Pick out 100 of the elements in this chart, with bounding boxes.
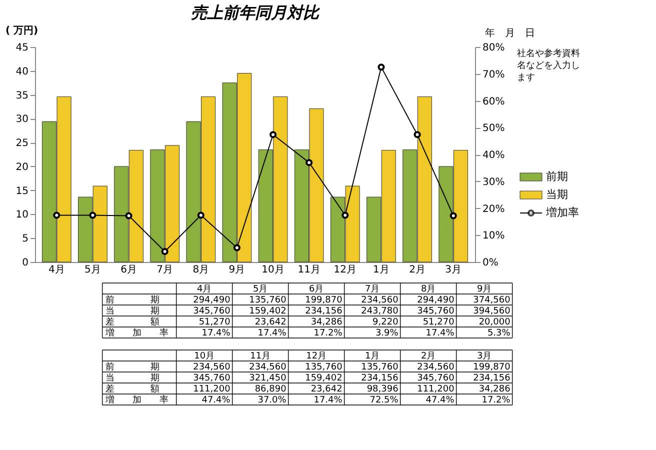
category-label: 7月 xyxy=(364,284,380,294)
category-label: 6月 xyxy=(308,284,324,294)
text: 345,760 xyxy=(193,306,231,316)
x-tick-label: 4月 xyxy=(48,264,65,276)
text: 72.5% xyxy=(370,396,399,406)
legend-label: 当期 xyxy=(546,188,568,201)
x-tick-label: 5月 xyxy=(84,264,101,276)
text: 234,560 xyxy=(361,296,399,306)
text: 差 額 xyxy=(105,384,160,394)
text: 345,760 xyxy=(417,306,455,316)
y2-tick-label: 50% xyxy=(482,123,505,134)
text: 345,760 xyxy=(193,374,231,384)
y2-tick-label: 70% xyxy=(482,69,505,80)
x-tick-label: 2月 xyxy=(409,264,426,276)
text: 47.4% xyxy=(202,396,231,406)
text: 増 加 率 xyxy=(105,396,168,406)
category-label: 2月 xyxy=(420,352,436,362)
text: 増 加 率 xyxy=(104,328,168,338)
text: 234,560 xyxy=(417,362,455,372)
y-tick-label: 20 xyxy=(16,162,28,173)
text: 294,490 xyxy=(417,296,455,306)
y2-tick-label: 40% xyxy=(482,150,505,161)
text: 234,156 xyxy=(473,374,511,384)
y-tick-label: 40 xyxy=(16,66,28,78)
text: 34,286 xyxy=(478,384,511,394)
x-tick-label: 10月 xyxy=(262,264,284,276)
y2-tick-label: 80% xyxy=(482,42,505,54)
x-tick-label: 9月 xyxy=(228,264,246,276)
category-label: 11月 xyxy=(250,352,271,362)
text: 社名や参考資料名などを入力します xyxy=(517,48,580,83)
text: 159,402 xyxy=(249,306,286,316)
text: 年 月 日 xyxy=(485,27,535,39)
category-label: 8月 xyxy=(420,284,436,294)
chart-title: 売上前年同月対比 xyxy=(190,3,321,22)
category-label: 1月 xyxy=(364,352,380,362)
category-label: 4月 xyxy=(196,284,212,294)
text: 294,490 xyxy=(193,296,231,306)
x-tick-label: 1月 xyxy=(373,264,390,276)
category-label: 5月 xyxy=(252,284,268,294)
text: 47.4% xyxy=(426,396,455,406)
y-tick-label: 15 xyxy=(16,186,28,197)
text: 51,270 xyxy=(198,318,231,328)
text: 17.2% xyxy=(314,328,343,338)
text: 17.4% xyxy=(426,328,455,338)
text: 差 額 xyxy=(105,316,160,328)
text: 159,402 xyxy=(305,374,342,384)
category-label: 12月 xyxy=(306,352,327,362)
text: 5.3% xyxy=(487,328,511,338)
text: 51,270 xyxy=(422,318,455,328)
x-tick-label: 12月 xyxy=(334,264,357,276)
category-label: 10月 xyxy=(194,352,215,362)
text: 17.2% xyxy=(482,396,511,406)
text: 前 期 xyxy=(105,362,160,372)
category-label: 9月 xyxy=(476,284,492,294)
text: 当 期 xyxy=(105,306,160,316)
text: 9,220 xyxy=(372,318,399,328)
text: 34,286 xyxy=(310,318,343,328)
text: 234,560 xyxy=(249,362,287,372)
text: 37.0% xyxy=(258,396,287,406)
x-tick-label: 7月 xyxy=(156,264,174,276)
y2-tick-label: 0% xyxy=(482,258,498,268)
category-label: 3月 xyxy=(476,352,492,362)
x-tick-label: 8月 xyxy=(192,264,210,276)
text: 345,760 xyxy=(417,374,455,384)
y-tick-label: 30 xyxy=(16,114,28,126)
y2-tick-label: 20% xyxy=(482,204,505,215)
y2-tick-label: 60% xyxy=(482,96,505,108)
x-tick-label: 3月 xyxy=(445,264,462,276)
text: 当 期 xyxy=(105,374,160,384)
text: 321,450 xyxy=(249,374,287,384)
y-tick-label: 25 xyxy=(16,138,28,150)
text: 394,560 xyxy=(473,306,511,316)
y-tick-label: 10 xyxy=(16,210,28,221)
y-tick-label: 0 xyxy=(22,258,28,268)
text: 234,560 xyxy=(193,362,231,372)
text: 17.4% xyxy=(314,396,343,406)
text: 111,200 xyxy=(417,384,455,394)
y-tick-label: 5 xyxy=(22,234,28,245)
text: 98,396 xyxy=(366,384,399,394)
text: 135,760 xyxy=(361,362,399,372)
y-tick-label: 45 xyxy=(16,42,28,54)
y2-tick-label: 30% xyxy=(482,176,505,188)
text: 前 期 xyxy=(105,294,160,306)
text: 135,760 xyxy=(249,296,287,306)
text: 374,560 xyxy=(473,296,511,306)
legend-label: 増加率 xyxy=(545,206,579,219)
text: 17.4% xyxy=(258,328,287,338)
text: 243,780 xyxy=(361,306,399,316)
text: 20,000 xyxy=(478,318,511,328)
x-tick-label: 11月 xyxy=(298,264,320,276)
y2-tick-label: 10% xyxy=(482,230,505,242)
text: 23,642 xyxy=(254,318,286,328)
text: 111,200 xyxy=(193,384,231,394)
text: 23,642 xyxy=(310,384,342,394)
legend-label: 前期 xyxy=(546,170,568,183)
text: 17.4% xyxy=(202,328,231,338)
text: 86,890 xyxy=(254,384,287,394)
y-axis-title: ( 万円) xyxy=(6,26,38,36)
text: 199,870 xyxy=(305,296,343,306)
text: 199,870 xyxy=(473,362,511,372)
